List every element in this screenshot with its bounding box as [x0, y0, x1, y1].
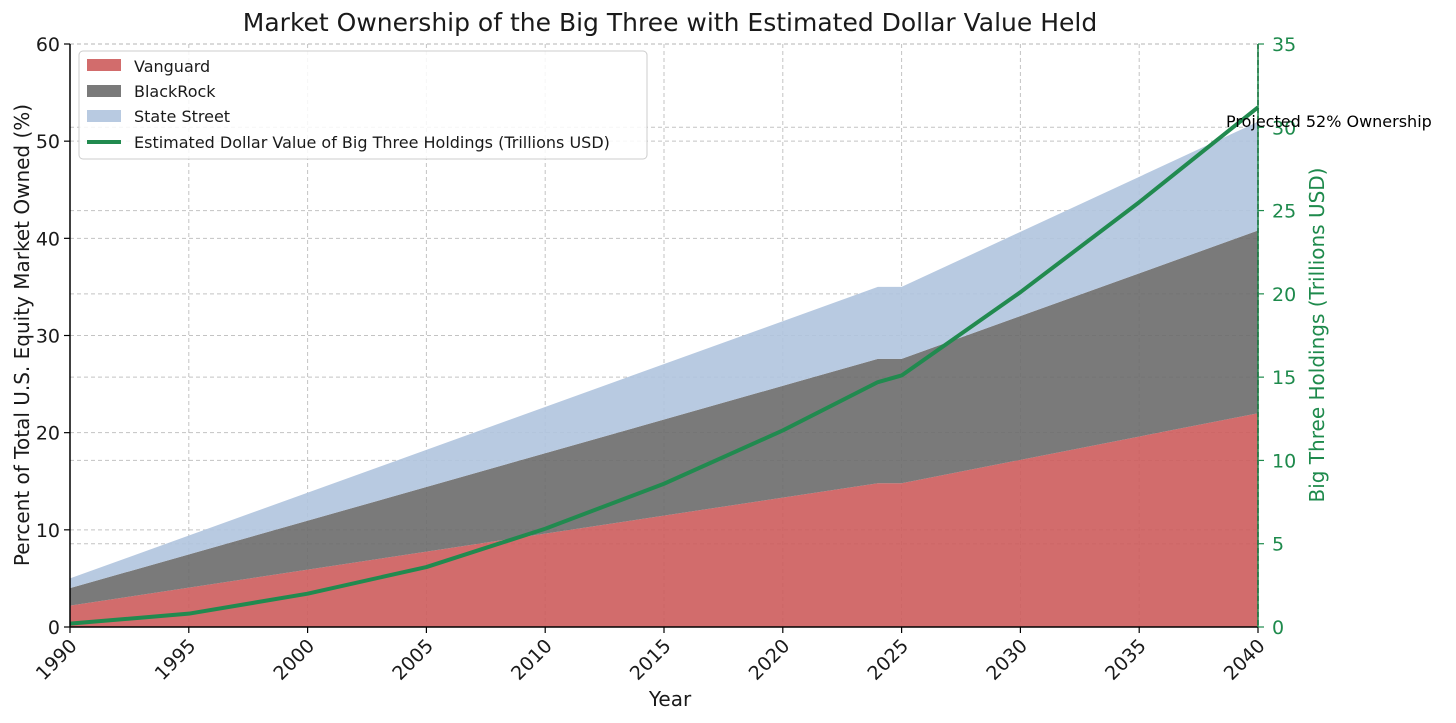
legend-label-blackrock: BlackRock: [134, 82, 216, 101]
x-tick-label-2000: 2000: [269, 635, 319, 685]
x-tick-label-1995: 1995: [151, 635, 201, 685]
x-tick-label-2010: 2010: [507, 635, 557, 685]
legend-swatch-vanguard: [87, 59, 121, 71]
y-tick-label-60: 60: [36, 34, 60, 56]
y-right-tick-label-5: 5: [1272, 534, 1284, 556]
dollar-value-line: [69, 105, 1260, 626]
legend-label-vanguard: Vanguard: [134, 57, 210, 76]
y-axis-right-title: Big Three Holdings (Trillions USD): [1305, 168, 1329, 503]
legend-frame: [78, 50, 648, 160]
projection-annotation: Projected 52% Ownership: [1226, 112, 1432, 131]
legend-swatch-state-street: [87, 110, 121, 122]
x-tick-label-2035: 2035: [1101, 635, 1151, 685]
y-axis-title: Percent of Total U.S. Equity Market Owne…: [10, 104, 34, 566]
x-tick-label-2025: 2025: [863, 635, 913, 685]
y-tick-label-0: 0: [48, 617, 60, 639]
y-right-tick-label-15: 15: [1272, 367, 1296, 389]
y-tick-label-40: 40: [36, 228, 60, 250]
x-tick-label-2005: 2005: [388, 635, 438, 685]
y-right-tick-label-20: 20: [1272, 284, 1296, 306]
area-blackrock: [70, 230, 1258, 606]
x-tick-label-2030: 2030: [982, 635, 1032, 685]
legend-label-state-street: State Street: [134, 107, 230, 126]
y-right-tick-label-35: 35: [1272, 34, 1296, 56]
y-right-tick-label-0: 0: [1272, 617, 1284, 639]
y-tick-label-50: 50: [36, 131, 60, 153]
x-tick-label-2020: 2020: [745, 635, 795, 685]
chart-title: Market Ownership of the Big Three with E…: [243, 8, 1097, 37]
y-right-tick-label-30: 30: [1272, 117, 1296, 139]
legend-swatch-blackrock: [87, 85, 121, 97]
area-layer: [70, 121, 1258, 627]
x-tick-label-2015: 2015: [626, 635, 676, 685]
y-tick-label-20: 20: [36, 423, 60, 445]
x-tick-label-2040: 2040: [1220, 635, 1270, 685]
y-right-tick-label-25: 25: [1272, 201, 1296, 223]
area-vanguard: [70, 413, 1258, 627]
legend-label-dollar-value: Estimated Dollar Value of Big Three Hold…: [134, 133, 610, 152]
area-state-street: [70, 121, 1258, 589]
y-right-tick-label-10: 10: [1272, 450, 1296, 472]
legend: Vanguard BlackRock State Street Estimate…: [78, 50, 648, 160]
x-axis-title: Year: [648, 687, 692, 711]
x-tick-label-1990: 1990: [32, 635, 82, 685]
y-tick-label-30: 30: [36, 326, 60, 348]
y-tick-label-10: 10: [36, 520, 60, 542]
